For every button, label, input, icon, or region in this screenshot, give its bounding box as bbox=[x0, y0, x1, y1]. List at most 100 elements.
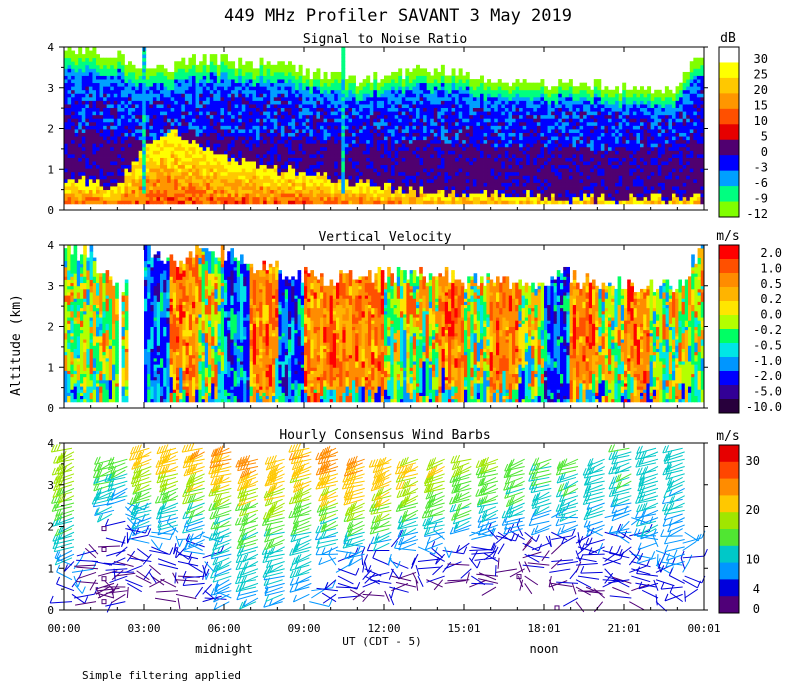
snr-cell bbox=[202, 171, 207, 176]
snr-cell bbox=[78, 47, 83, 51]
snr-cell bbox=[480, 129, 484, 133]
snr-cell bbox=[444, 125, 449, 130]
snr-cell bbox=[199, 178, 204, 183]
snr-cell bbox=[78, 196, 83, 201]
snr-cell bbox=[487, 107, 492, 112]
snr-cell bbox=[423, 121, 428, 126]
snr-cell bbox=[192, 157, 196, 162]
snr-cell bbox=[71, 107, 76, 112]
snr-cell bbox=[252, 125, 257, 130]
snr-cell bbox=[284, 161, 289, 166]
snr-cell bbox=[113, 57, 118, 62]
snr-cell bbox=[128, 100, 132, 105]
snr-cell bbox=[74, 114, 79, 119]
snr-cell bbox=[174, 161, 179, 166]
snr-cell bbox=[170, 132, 175, 137]
snr-cell bbox=[348, 75, 353, 80]
snr-cell bbox=[273, 86, 278, 91]
snr-cell bbox=[323, 82, 328, 87]
snr-cell bbox=[316, 143, 321, 148]
snr-cell bbox=[131, 82, 136, 87]
snr-cell bbox=[64, 89, 68, 94]
snr-cell bbox=[344, 193, 349, 198]
snr-cell bbox=[170, 136, 175, 141]
snr-cell bbox=[145, 125, 150, 130]
snr-cell bbox=[312, 104, 317, 109]
snr-cell bbox=[309, 139, 314, 144]
snr-cell bbox=[177, 178, 182, 183]
snr-cell bbox=[323, 136, 328, 141]
snr-cell bbox=[366, 196, 371, 201]
snr-cell bbox=[96, 71, 100, 76]
snr-cell bbox=[92, 111, 97, 116]
snr-cell bbox=[188, 132, 193, 137]
snr-cell bbox=[78, 93, 83, 98]
snr-cell bbox=[519, 143, 524, 148]
snr-cell bbox=[330, 164, 335, 169]
snr-cell bbox=[327, 132, 332, 137]
snr-cell bbox=[96, 175, 100, 180]
snr-cell bbox=[270, 68, 275, 73]
snr-cell bbox=[117, 68, 122, 73]
snr-cell bbox=[408, 75, 413, 80]
snr-cell bbox=[391, 182, 396, 187]
snr-cell bbox=[241, 89, 246, 94]
snr-cell bbox=[494, 136, 499, 141]
snr-cell bbox=[128, 75, 132, 80]
snr-cell bbox=[277, 182, 282, 187]
snr-cell bbox=[494, 175, 499, 180]
snr-cell bbox=[448, 193, 452, 198]
snr-cell bbox=[206, 132, 211, 137]
snr-cell bbox=[359, 186, 364, 191]
snr-cell bbox=[181, 125, 186, 130]
snr-cell bbox=[348, 171, 353, 176]
snr-cell bbox=[181, 143, 186, 148]
snr-cell bbox=[92, 47, 97, 51]
snr-cell bbox=[455, 171, 460, 176]
snr-cell bbox=[160, 107, 164, 112]
snr-cell bbox=[170, 82, 175, 87]
snr-cell bbox=[355, 143, 360, 148]
snr-cell bbox=[78, 89, 83, 94]
snr-cell bbox=[398, 168, 403, 173]
snr-cell bbox=[259, 200, 264, 205]
snr-cell bbox=[184, 64, 189, 69]
snr-cell bbox=[508, 86, 513, 91]
snr-cell bbox=[430, 164, 435, 169]
snr-cell bbox=[170, 104, 175, 109]
snr-cell bbox=[160, 200, 164, 205]
snr-cell bbox=[202, 71, 207, 76]
snr-cell bbox=[455, 118, 460, 123]
snr-cell bbox=[394, 164, 399, 169]
snr-cell bbox=[120, 111, 125, 116]
snr-cell bbox=[174, 153, 179, 158]
snr-cell bbox=[74, 150, 79, 155]
snr-cell bbox=[366, 200, 371, 205]
snr-cell bbox=[131, 107, 136, 112]
snr-cell bbox=[120, 196, 125, 201]
snr-cell bbox=[419, 182, 424, 187]
snr-cell bbox=[337, 189, 342, 194]
snr-cell bbox=[316, 79, 321, 84]
snr-cell bbox=[515, 200, 520, 205]
snr-cell bbox=[259, 114, 264, 119]
snr-cell bbox=[352, 75, 356, 80]
snr-cell bbox=[106, 136, 111, 141]
snr-cell bbox=[469, 189, 474, 194]
snr-cell bbox=[248, 157, 253, 162]
snr-cell bbox=[117, 125, 122, 130]
snr-cell bbox=[497, 193, 502, 198]
snr-cell bbox=[224, 82, 228, 87]
snr-cell bbox=[394, 193, 399, 198]
snr-cell bbox=[426, 189, 431, 194]
snr-cell bbox=[448, 79, 452, 84]
snr-cell bbox=[334, 193, 339, 198]
snr-cell bbox=[440, 189, 445, 194]
snr-cell bbox=[124, 168, 129, 173]
snr-cell bbox=[152, 107, 157, 112]
snr-cell bbox=[110, 118, 115, 123]
snr-cell bbox=[266, 107, 271, 112]
snr-cell bbox=[238, 196, 243, 201]
snr-cell bbox=[455, 164, 460, 169]
snr-cell bbox=[327, 182, 332, 187]
